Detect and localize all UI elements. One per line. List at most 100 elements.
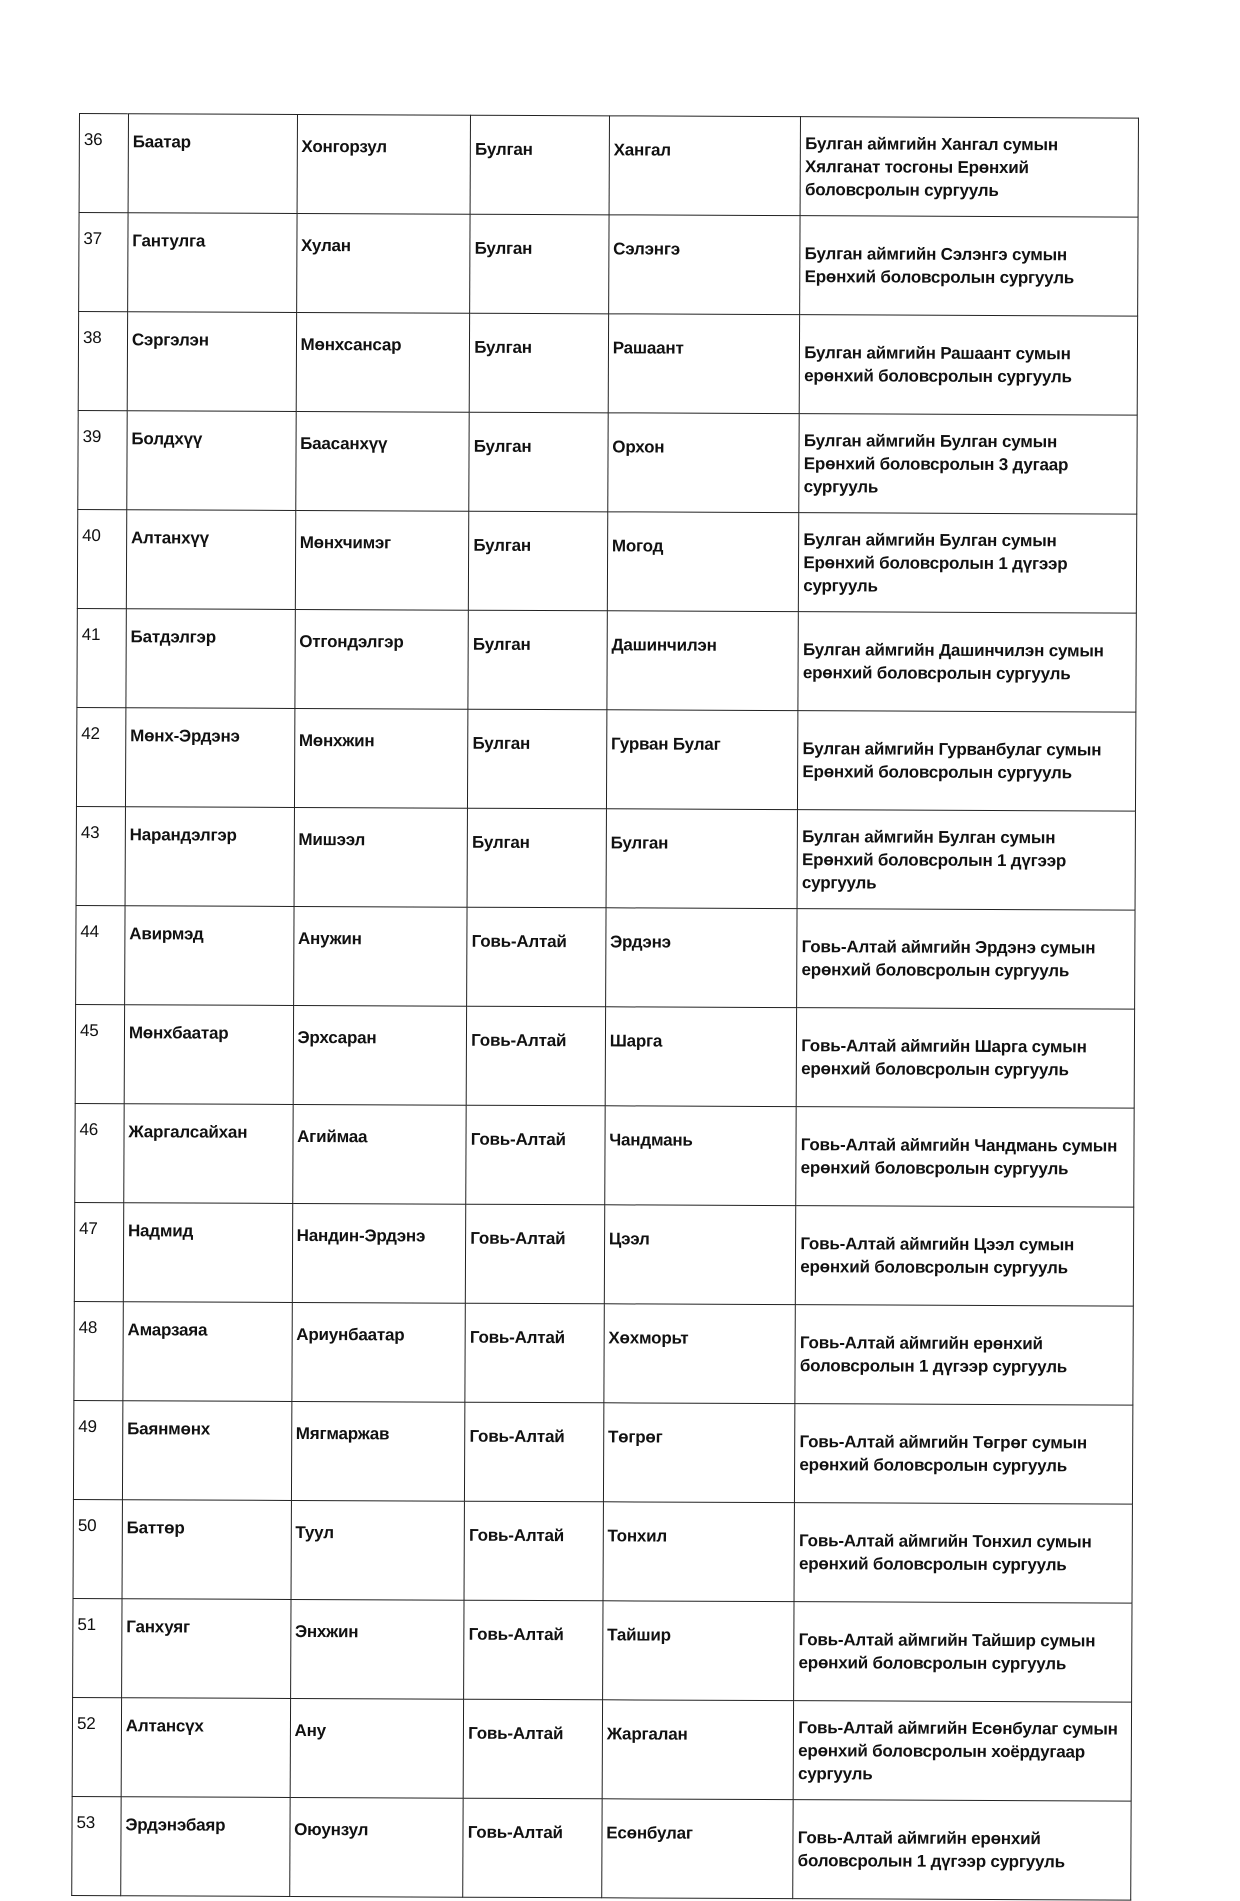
table-row: 37 Гантулга Хулан Булган Сэлэнгэ Булган аймги…	[78, 212, 1139, 317]
cell-row-number: 50	[73, 1499, 123, 1599]
participants-table: 36 Баатар Хонгорзул Булган Хангал Булган аймг…	[71, 113, 1139, 1901]
cell-first-name: Надмид	[123, 1202, 293, 1303]
cell-aimag: Говь-Алтай	[465, 1204, 605, 1304]
table-row: 36 Баатар Хонгорзул Булган Хангал Булган аймг…	[79, 113, 1139, 218]
cell-row-number: 49	[73, 1400, 123, 1500]
cell-first-name: Алтансүх	[121, 1697, 291, 1798]
cell-sum: Есөнбулаг	[601, 1798, 794, 1899]
cell-second-name: Мөнхжин	[294, 708, 469, 809]
cell-aimag: Булган	[467, 808, 607, 908]
cell-school-name: Булган аймгийн Сэлэнгэ сумын Ерөнхий бол…	[799, 215, 1139, 317]
cell-sum: Тайшир	[602, 1600, 795, 1701]
cell-first-name: Эрдэнэбаяр	[120, 1796, 290, 1897]
cell-row-number: 53	[71, 1796, 122, 1896]
cell-row-number: 42	[76, 707, 126, 807]
cell-row-number: 52	[72, 1697, 122, 1797]
cell-second-name: Мишээл	[293, 807, 468, 908]
cell-aimag: Булган	[468, 610, 608, 710]
cell-aimag: Говь-Алтай	[464, 1402, 604, 1502]
cell-first-name: Батдэлгэр	[125, 608, 295, 709]
cell-sum: Эрдэнэ	[605, 907, 798, 1008]
table-row: 44 Авирмэд Анужин Говь-Алтай Эрдэнэ Говь-Алта…	[75, 905, 1136, 1010]
table-row: 45 Мөнхбаатар Эрхсаран Говь-Алтай Шарга Говь-…	[75, 1004, 1135, 1109]
cell-second-name: Туул	[290, 1500, 465, 1601]
cell-first-name: Нарандэлгэр	[124, 806, 295, 907]
cell-first-name: Мөнх-Эрдэнэ	[125, 707, 295, 808]
cell-row-number: 43	[76, 806, 126, 906]
table-row: 46 Жаргалсайхан Агиймаа Говь-Алтай Чандмань Г…	[74, 1103, 1135, 1208]
cell-aimag: Булган	[468, 511, 608, 611]
cell-sum: Хангал	[608, 115, 801, 216]
cell-school-name: Булган аймгийн Булган сумын Ерөнхий боло…	[799, 413, 1138, 515]
cell-aimag: Булган	[469, 214, 609, 314]
table-row: 48 Амарзаяа Ариунбаатар Говь-Алтай Хөхморьт Г…	[73, 1301, 1134, 1406]
cell-sum: Жаргалан	[601, 1699, 794, 1800]
cell-aimag: Говь-Алтай	[463, 1699, 603, 1799]
cell-sum: Гурван Булаг	[606, 709, 799, 810]
cell-aimag: Говь-Алтай	[465, 1105, 605, 1205]
cell-first-name: Мөнхбаатар	[124, 1004, 294, 1105]
cell-first-name: Авирмэд	[124, 905, 294, 1006]
cell-aimag: Говь-Алтай	[462, 1798, 602, 1898]
cell-row-number: 48	[73, 1301, 124, 1401]
cell-aimag: Говь-Алтай	[466, 1006, 606, 1106]
cell-row-number: 47	[74, 1202, 124, 1302]
table-row: 38 Сэргэлэн Мөнхсансар Булган Рашаант Булган …	[78, 311, 1138, 416]
table-row: 49 Баянмөнх Мягмаржав Говь-Алтай Төгрөг Говь-…	[73, 1400, 1133, 1505]
cell-sum: Орхон	[607, 412, 800, 513]
cell-aimag: Говь-Алтай	[463, 1600, 603, 1700]
cell-sum: Могод	[607, 511, 800, 612]
cell-sum: Тонхил	[602, 1501, 795, 1602]
cell-row-number: 40	[77, 509, 127, 609]
table-row: 52 Алтансүх Ану Говь-Алтай Жаргалан Говь-Алта…	[72, 1697, 1132, 1802]
cell-school-name: Говь-Алтай аймгийн Тайшир сумын ерөнхий …	[793, 1601, 1133, 1703]
cell-school-name: Булган аймгийн Булган сумын Ерөнхий боло…	[798, 512, 1137, 614]
cell-aimag: Говь-Алтай	[466, 907, 606, 1007]
cell-school-name: Говь-Алтай аймгийн Цээл сумын ерөнхий бо…	[795, 1205, 1134, 1307]
cell-row-number: 46	[74, 1103, 125, 1203]
cell-aimag: Говь-Алтай	[464, 1501, 604, 1601]
cell-second-name: Баасанхүү	[295, 411, 470, 512]
table-row: 51 Ганхуяг Энхжин Говь-Алтай Тайшир Говь-Алта…	[72, 1598, 1133, 1703]
cell-row-number: 38	[78, 311, 128, 411]
cell-school-name: Булган аймгийн Булган сумын Ерөнхий боло…	[797, 809, 1136, 911]
cell-school-name: Говь-Алтай аймгийн ерөнхий боловсролын 1…	[795, 1304, 1134, 1406]
cell-school-name: Говь-Алтай аймгийн ерөнхий боловсролын 1…	[793, 1799, 1132, 1901]
cell-sum: Булган	[605, 808, 798, 909]
cell-first-name: Болдхүү	[126, 410, 296, 511]
cell-row-number: 45	[75, 1004, 125, 1104]
cell-first-name: Баатар	[127, 113, 298, 214]
table-row: 39 Болдхүү Баасанхүү Булган Орхон Булган аймг…	[77, 410, 1138, 515]
cell-row-number: 51	[72, 1598, 122, 1698]
cell-sum: Цээл	[604, 1204, 797, 1305]
table-row: 41 Батдэлгэр Отгондэлгэр Булган Дашинчилэн Бу…	[76, 608, 1137, 713]
cell-first-name: Жаргалсайхан	[123, 1103, 293, 1204]
cell-sum: Сэлэнгэ	[608, 214, 801, 315]
cell-school-name: Говь-Алтай аймгийн Чандмань сумын ерөнхи…	[796, 1106, 1135, 1208]
cell-first-name: Баянмөнх	[122, 1400, 292, 1501]
cell-first-name: Баттөр	[121, 1499, 292, 1600]
cell-aimag: Булган	[470, 115, 610, 215]
cell-first-name: Сэргэлэн	[127, 311, 297, 412]
cell-row-number: 41	[76, 608, 127, 708]
table-row: 47 Надмид Нандин-Эрдэнэ Говь-Алтай Цээл Говь-…	[74, 1202, 1134, 1307]
cell-school-name: Говь-Алтай аймгийн Есөнбулаг сумын ерөнх…	[793, 1700, 1132, 1802]
cell-sum: Хөхморьт	[603, 1303, 796, 1404]
cell-second-name: Ариунбаатар	[291, 1302, 466, 1403]
cell-sum: Шарга	[604, 1006, 797, 1107]
cell-second-name: Мөнхсансар	[295, 312, 470, 413]
cell-sum: Рашаант	[607, 313, 800, 414]
cell-school-name: Булган аймгийн Дашинчилэн сумын ерөнхий …	[798, 611, 1137, 713]
cell-second-name: Энхжин	[290, 1599, 465, 1700]
cell-second-name: Нандин-Эрдэнэ	[291, 1203, 466, 1304]
cell-aimag: Булган	[467, 709, 607, 809]
cell-school-name: Говь-Алтай аймгийн Төгрөг сумын ерөнхий …	[794, 1403, 1133, 1505]
cell-sum: Чандмань	[604, 1105, 797, 1206]
table-row: 50 Баттөр Туул Говь-Алтай Тонхил Говь-Алтай а…	[73, 1499, 1133, 1604]
table-row: 42 Мөнх-Эрдэнэ Мөнхжин Булган Гурван Булаг Бу…	[76, 707, 1136, 812]
table-body: 36 Баатар Хонгорзул Булган Хангал Булган аймг…	[71, 113, 1139, 1901]
cell-second-name: Ану	[289, 1698, 464, 1799]
table-row: 53 Эрдэнэбаяр Оюунзул Говь-Алтай Есөнбулаг Го…	[71, 1796, 1132, 1901]
cell-first-name: Алтанхүү	[126, 509, 296, 610]
cell-first-name: Ганхуяг	[121, 1598, 291, 1699]
